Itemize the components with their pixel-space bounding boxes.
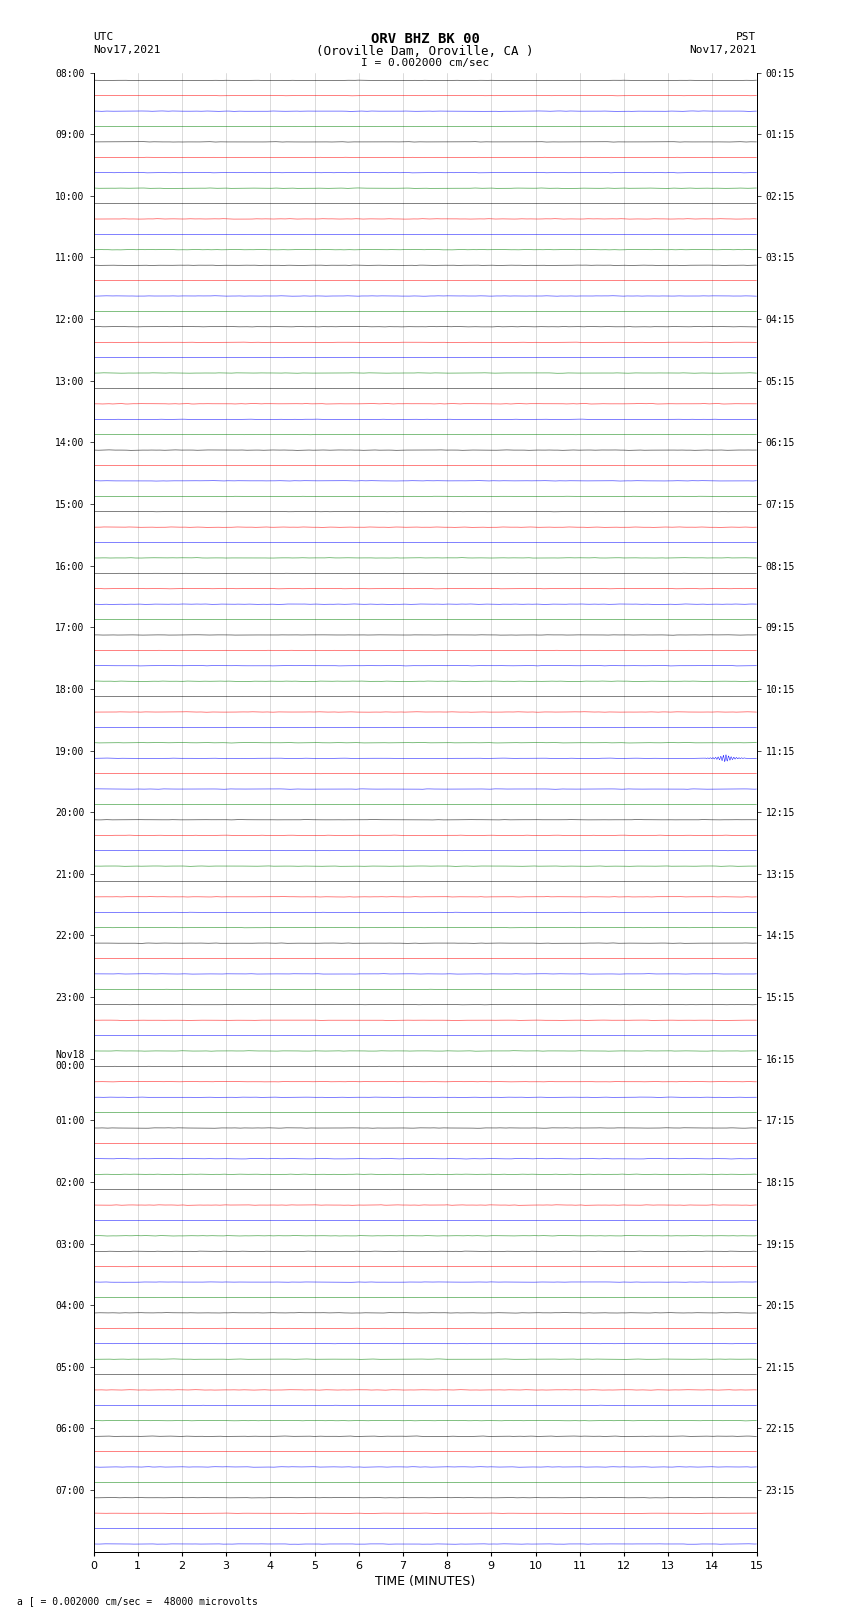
Text: ORV BHZ BK 00: ORV BHZ BK 00: [371, 32, 479, 47]
Text: (Oroville Dam, Oroville, CA ): (Oroville Dam, Oroville, CA ): [316, 45, 534, 58]
Text: UTC: UTC: [94, 32, 114, 42]
Text: PST: PST: [736, 32, 756, 42]
Text: Nov17,2021: Nov17,2021: [689, 45, 756, 55]
Text: a [ = 0.002000 cm/sec =  48000 microvolts: a [ = 0.002000 cm/sec = 48000 microvolts: [17, 1597, 258, 1607]
X-axis label: TIME (MINUTES): TIME (MINUTES): [375, 1574, 475, 1587]
Text: Nov17,2021: Nov17,2021: [94, 45, 161, 55]
Text: I = 0.002000 cm/sec: I = 0.002000 cm/sec: [361, 58, 489, 68]
